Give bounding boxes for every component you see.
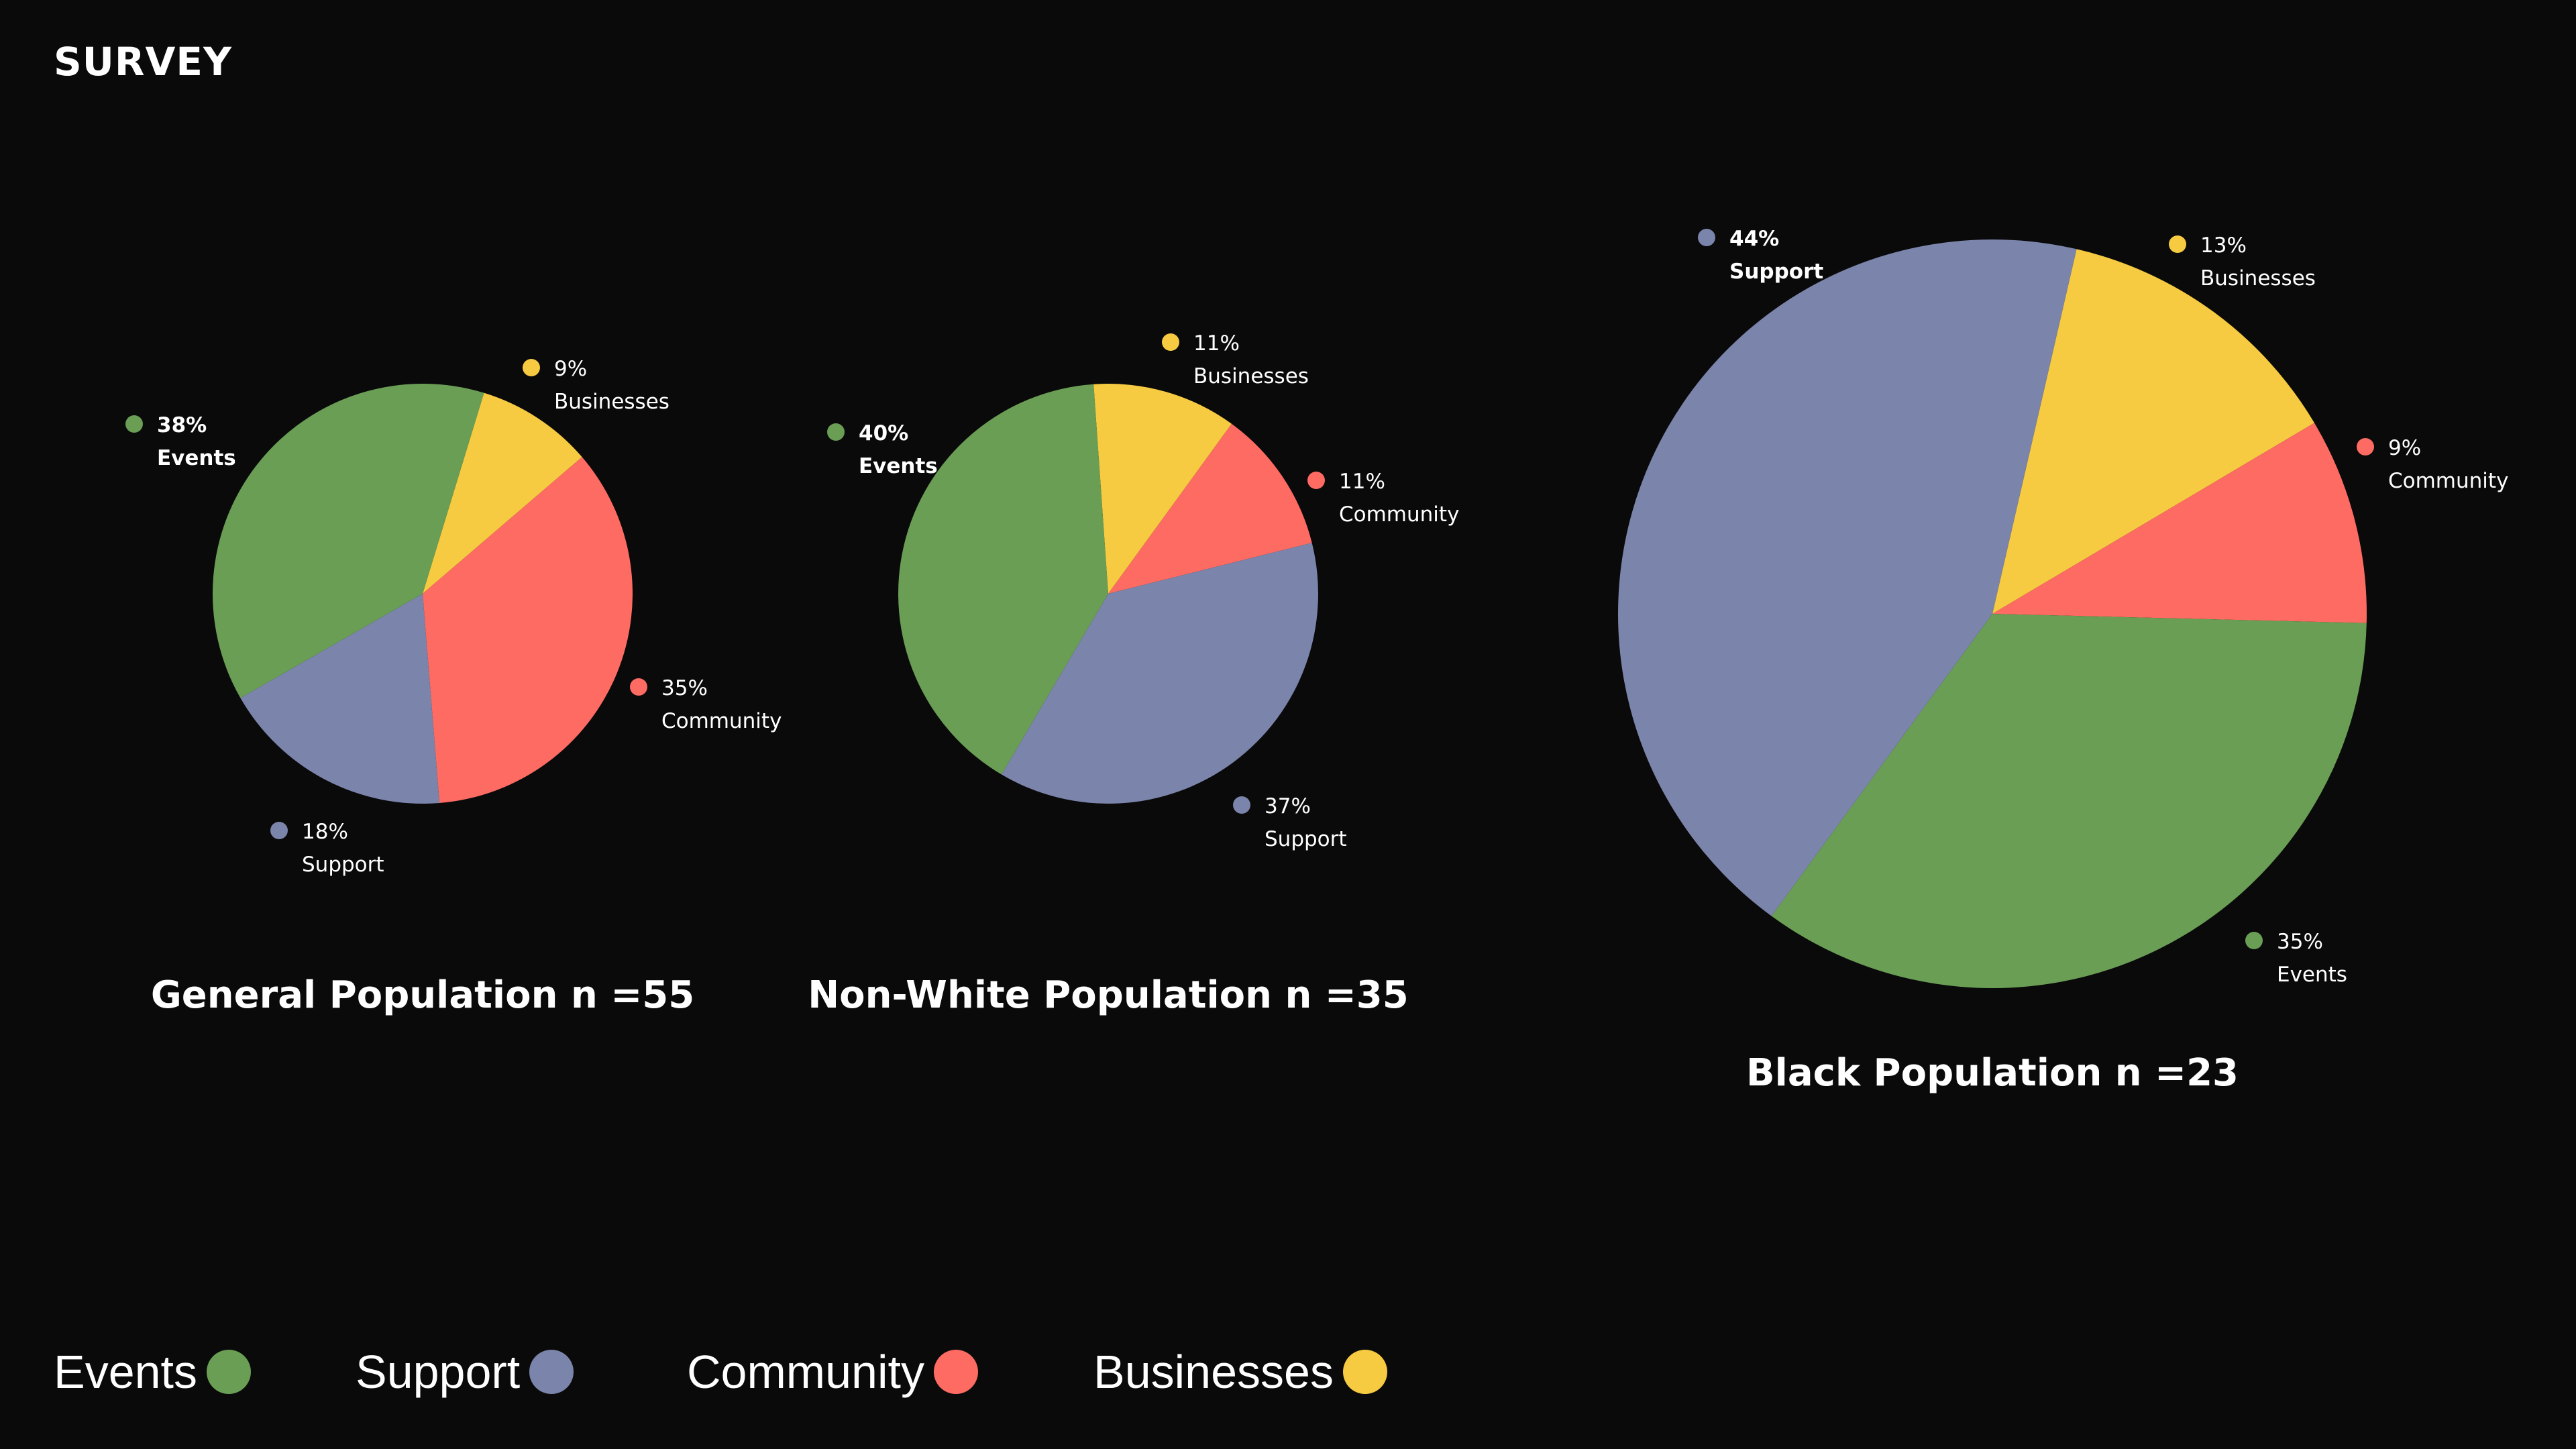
slice-category-label: Events: [157, 446, 236, 470]
slice-value-label: 13%: [2200, 233, 2247, 258]
pie-slice-support: [240, 594, 440, 804]
legend-dot-businesses: [1342, 1350, 1387, 1394]
slice-label-dot: [1698, 229, 1715, 246]
slice-value-label: 9%: [554, 357, 587, 381]
pie-slice-events: [898, 384, 1108, 775]
chart-title: Non-White Population n =35: [808, 973, 1408, 1017]
pie-slice-community: [1108, 423, 1312, 594]
pie-slice-community: [1992, 423, 2367, 623]
slice-label-dot: [125, 415, 143, 433]
slice-value-label: 35%: [661, 676, 708, 700]
pie-slice-events: [1771, 614, 2367, 989]
pie-chart: [1617, 239, 2367, 989]
page-title: SURVEY: [54, 39, 233, 85]
slice-value-label: 35%: [2277, 930, 2323, 954]
slice-value-label: 38%: [157, 413, 207, 437]
legend-label: Community: [687, 1346, 924, 1398]
legend-dot-community: [933, 1350, 978, 1394]
chart-title: General Population n =55: [151, 973, 694, 1017]
slice-label-dot: [2357, 438, 2374, 455]
pie-slice-community: [423, 457, 633, 803]
slice-category-label: Events: [859, 454, 938, 478]
legend-dot-events: [207, 1350, 251, 1394]
slice-value-label: 11%: [1339, 470, 1385, 494]
slice-label-dot: [1162, 333, 1179, 351]
legend-item-support: Support: [356, 1335, 574, 1409]
legend-item-community: Community: [687, 1335, 978, 1409]
slice-label-dot: [1307, 472, 1325, 489]
slice-category-label: Support: [1265, 827, 1347, 851]
chart-title: Black Population n =23: [1746, 1051, 2239, 1095]
slice-label-dot: [1233, 796, 1250, 814]
slice-value-label: 40%: [859, 421, 908, 445]
legend-label: Support: [356, 1346, 521, 1398]
legend-item-events: Events: [54, 1335, 251, 1409]
slice-label-dot: [2245, 932, 2263, 949]
legend-label: Businesses: [1093, 1346, 1334, 1398]
slice-label-dot: [2169, 235, 2186, 253]
slice-category-label: Community: [1339, 502, 1459, 527]
slice-label-dot: [523, 359, 540, 376]
slice-category-label: Support: [302, 853, 384, 877]
slice-value-label: 44%: [1729, 227, 1779, 251]
pie-slice-businesses: [1992, 249, 2314, 614]
pie-chart: [898, 383, 1318, 804]
slice-value-label: 9%: [2388, 436, 2421, 460]
legend-item-businesses: Businesses: [1093, 1335, 1387, 1409]
slice-value-label: 18%: [302, 820, 348, 844]
pie-slice-events: [213, 384, 484, 698]
legend-label: Events: [54, 1346, 197, 1398]
slice-category-label: Support: [1729, 260, 1823, 284]
pie-slice-businesses: [423, 392, 582, 594]
pie-slice-support: [1617, 239, 2077, 916]
pie-slice-businesses: [1093, 383, 1232, 594]
slice-category-label: Community: [661, 709, 782, 733]
slice-category-label: Businesses: [2200, 266, 2316, 290]
slice-label-dot: [827, 423, 845, 441]
slice-category-label: Businesses: [1193, 364, 1309, 388]
slice-category-label: Community: [2388, 469, 2508, 493]
slice-value-label: 11%: [1193, 331, 1240, 356]
slice-label-dot: [270, 822, 288, 839]
slice-label-dot: [630, 678, 647, 696]
pie-slice-support: [1001, 543, 1318, 804]
slice-value-label: 37%: [1265, 794, 1311, 818]
legend-dot-support: [529, 1350, 574, 1394]
slice-category-label: Events: [2277, 963, 2347, 987]
pie-chart: [213, 384, 633, 804]
slice-category-label: Businesses: [554, 390, 669, 414]
